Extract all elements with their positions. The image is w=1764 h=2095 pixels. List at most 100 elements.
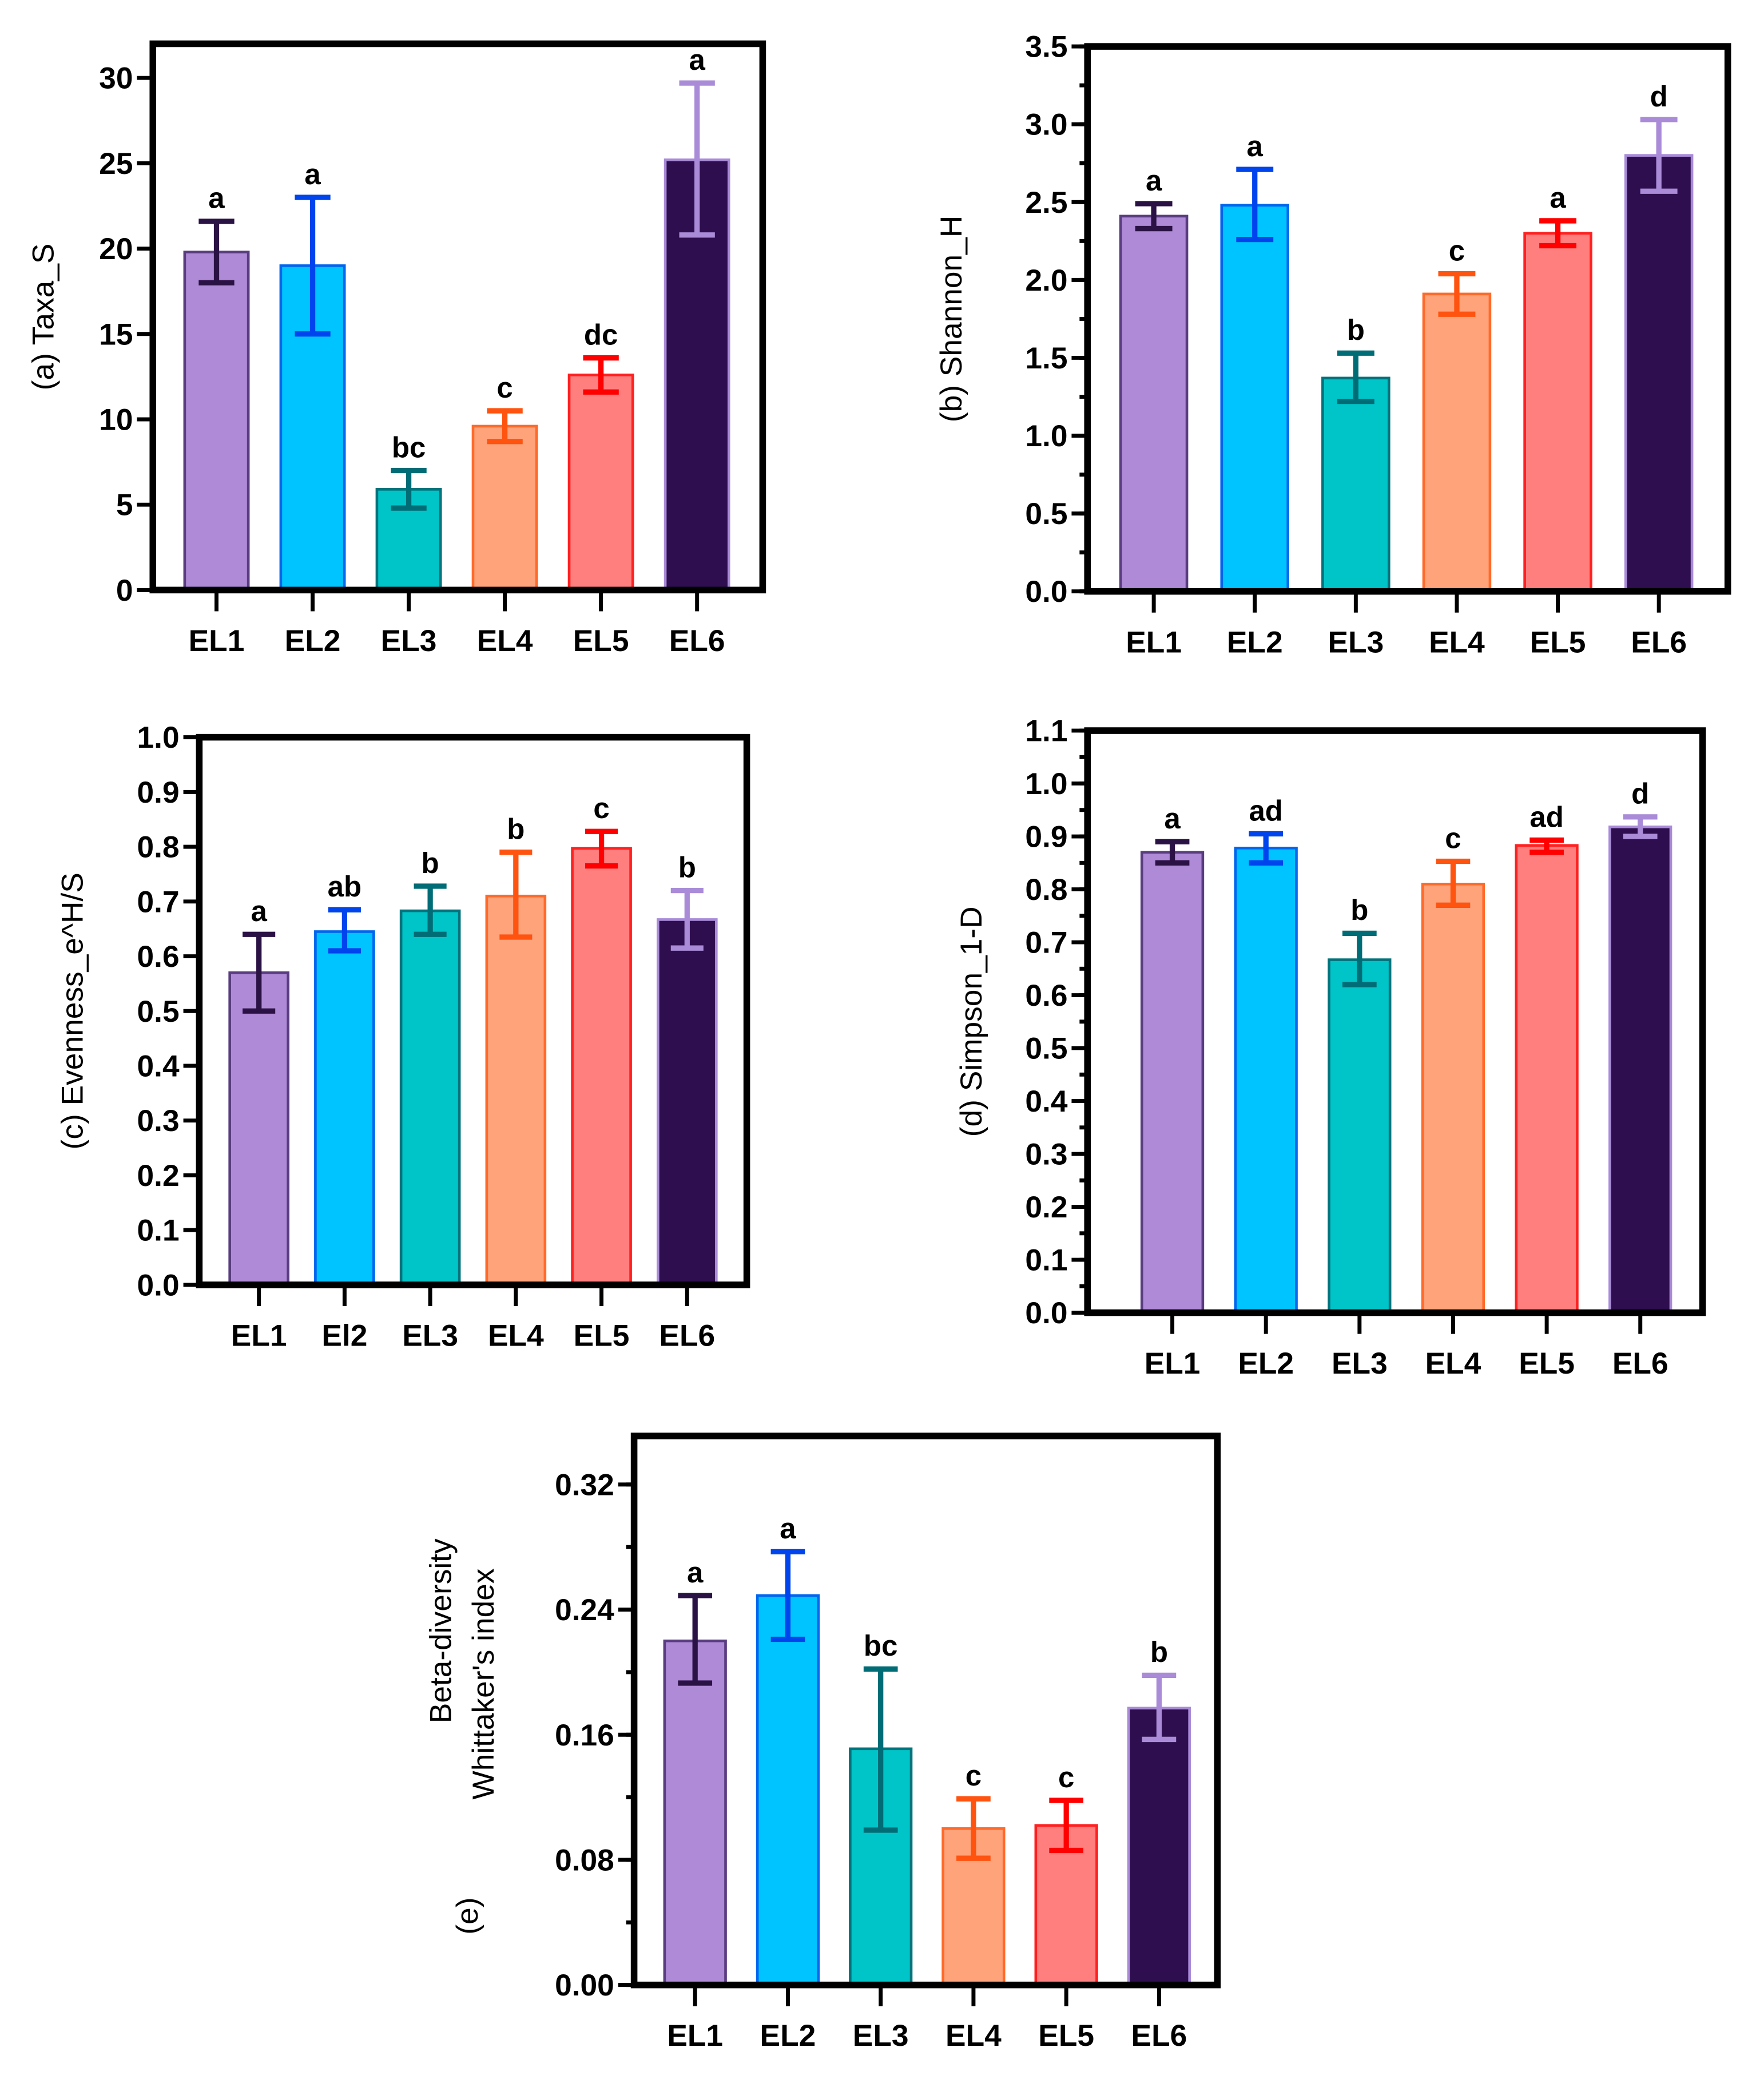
bar-el4: [485, 894, 547, 1287]
error-bar: [1142, 1672, 1177, 1743]
significance-letter: d: [1650, 80, 1668, 113]
error-bar: [1623, 814, 1658, 839]
significance-letter: b: [1150, 1636, 1168, 1668]
significance-letter: c: [966, 1759, 982, 1792]
bar-el2: [1234, 847, 1298, 1314]
significance-letter: a: [208, 182, 225, 215]
bar-el2: [1220, 204, 1290, 593]
bar-el5: [571, 847, 632, 1287]
x-tick-label: EL5: [1530, 625, 1586, 659]
y-tick-label: 0.6: [137, 940, 180, 974]
y-tick-label: 0.3: [1025, 1138, 1067, 1172]
x-tick-label: EL5: [573, 624, 629, 658]
significance-letter: ad: [1529, 800, 1563, 833]
error-bar: [1438, 271, 1476, 317]
significance-letter: c: [1449, 234, 1465, 267]
x-tick-label: EL1: [231, 1319, 287, 1352]
y-tick-label: 10: [99, 403, 133, 437]
significance-letter: d: [1631, 777, 1649, 810]
y-tick-label: 0.24: [555, 1593, 614, 1627]
y-tick-label: 0.4: [1025, 1085, 1067, 1118]
significance-letter: ad: [1249, 794, 1282, 827]
x-tick-label: EL4: [477, 624, 533, 658]
y-tick-label: 0.7: [1025, 926, 1067, 960]
error-bar: [678, 1593, 713, 1686]
y-axis-label: (b) Shannon_H: [935, 216, 968, 422]
bar-el3: [399, 909, 461, 1287]
bar-el6: [1127, 1707, 1191, 1986]
plot-frame: [1084, 43, 1731, 595]
plot-frame: [196, 733, 750, 1288]
y-tick-label: 3.5: [1025, 30, 1067, 64]
y-tick-label: 0.5: [1025, 1032, 1067, 1066]
panel-a: 0 5 10 15 20 25 30 a EL1 a EL2 bc EL3 c EL4 dc EL5 a EL6 (a…: [26, 40, 766, 658]
y-tick-label: 20: [99, 232, 133, 266]
y-tick-label: 0.0: [137, 1268, 180, 1302]
significance-letter: a: [1146, 164, 1162, 197]
y-axis-label-line2: Whittaker's index: [467, 1568, 500, 1799]
error-bar: [583, 355, 619, 395]
y-tick-label: 0.3: [137, 1104, 180, 1138]
error-bar: [1155, 839, 1190, 866]
bar-el4: [1421, 882, 1485, 1314]
x-tick-label: EL5: [1519, 1347, 1575, 1380]
y-tick-label: 0.8: [137, 831, 180, 864]
error-bar: [956, 1796, 991, 1861]
y-tick-label: 0.5: [1025, 497, 1067, 531]
bar-el4: [471, 424, 538, 592]
bar-el1: [183, 251, 250, 592]
error-bar: [1436, 858, 1471, 908]
x-tick-label: EL4: [488, 1319, 544, 1352]
bar-el1: [663, 1639, 727, 1986]
error-bar: [1640, 117, 1678, 194]
error-bar: [1135, 201, 1173, 232]
y-axis-label: (a) Taxa_S: [26, 244, 60, 391]
bar-el5: [1523, 232, 1592, 593]
significance-letter: a: [1550, 181, 1566, 214]
error-bar: [1249, 831, 1284, 866]
significance-letter: a: [687, 1556, 704, 1589]
significance-letter: c: [593, 792, 609, 824]
error-bar: [243, 931, 276, 1014]
y-tick-label: 0.7: [137, 885, 180, 919]
x-tick-label: EL3: [381, 624, 437, 658]
error-bar: [1529, 837, 1564, 855]
significance-letter: a: [1247, 130, 1264, 162]
x-tick-label: EL4: [1429, 625, 1485, 659]
x-tick-label: EL5: [574, 1319, 630, 1352]
error-bar: [328, 907, 361, 954]
significance-letter: b: [507, 812, 525, 845]
y-axis-label-line1: Beta-diversity: [424, 1538, 458, 1723]
error-bar: [414, 883, 447, 937]
y-tick-label: 0.08: [555, 1843, 614, 1877]
error-bar: [487, 408, 523, 445]
panel-label: (e): [451, 1898, 484, 1935]
y-tick-label: 0.2: [1025, 1191, 1067, 1224]
error-bar: [679, 80, 715, 238]
x-tick-label: EL3: [853, 2019, 909, 2053]
y-tick-label: 25: [99, 147, 133, 181]
y-tick-label: 3.0: [1025, 108, 1067, 142]
error-bar: [391, 467, 427, 511]
y-tick-label: 0.2: [137, 1159, 180, 1193]
bar-el2: [314, 930, 375, 1287]
error-bar: [295, 195, 331, 337]
significance-letter: b: [1347, 314, 1365, 346]
panel-d: 0.0 0.1 0.2 0.3 0.4 0.5 0.6 0.7 0.8 0.9 1.0 1.1 a EL1…: [955, 715, 1706, 1380]
significance-letter: a: [689, 43, 705, 76]
x-tick-label: EL6: [1631, 625, 1687, 659]
bar-el5: [1515, 844, 1579, 1314]
y-tick-label: 0.32: [555, 1468, 614, 1502]
y-tick-label: 1.5: [1025, 342, 1067, 375]
bar-el6: [656, 918, 718, 1287]
y-tick-label: 0.16: [555, 1719, 614, 1752]
y-tick-label: 0: [116, 574, 133, 608]
significance-letter: c: [1058, 1761, 1074, 1794]
error-bar: [1342, 930, 1377, 987]
significance-letter: c: [1445, 822, 1461, 854]
y-axis-label: (c) Evenness_e^H/S: [55, 872, 89, 1149]
bar-el1: [228, 971, 289, 1287]
significance-letter: a: [304, 158, 321, 191]
x-tick-label: EL1: [1145, 1347, 1201, 1380]
